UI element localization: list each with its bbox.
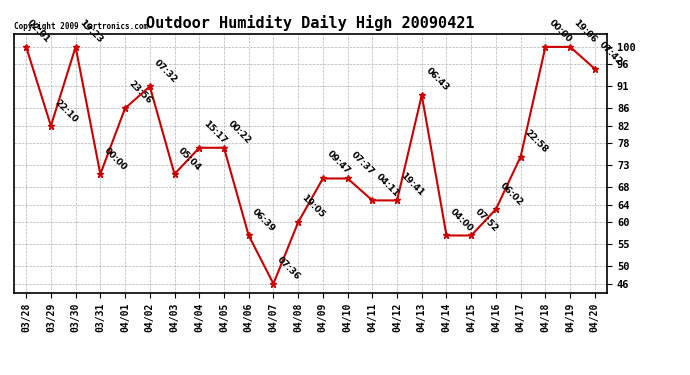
Text: 22:10: 22:10 [53, 98, 79, 124]
Text: 00:00: 00:00 [547, 18, 573, 45]
Text: 00:22: 00:22 [226, 119, 253, 146]
Text: 09:47: 09:47 [325, 150, 352, 176]
Text: 15:17: 15:17 [201, 119, 228, 146]
Text: 19:41: 19:41 [399, 171, 426, 198]
Text: 06:02: 06:02 [498, 180, 524, 207]
Text: 19:23: 19:23 [77, 18, 104, 45]
Text: 19:06: 19:06 [572, 18, 599, 45]
Text: 04:11: 04:11 [374, 172, 401, 198]
Text: 06:39: 06:39 [250, 207, 277, 233]
Text: 23:56: 23:56 [127, 80, 154, 106]
Text: 07:42: 07:42 [597, 40, 624, 67]
Text: 02:01: 02:01 [25, 18, 51, 45]
Text: 19:05: 19:05 [300, 194, 327, 220]
Text: 05:04: 05:04 [177, 146, 203, 173]
Text: 22:58: 22:58 [522, 128, 549, 154]
Text: Copyright 2009 Cartronics.com: Copyright 2009 Cartronics.com [14, 22, 148, 31]
Text: 04:00: 04:00 [448, 207, 475, 233]
Text: 06:43: 06:43 [424, 66, 451, 93]
Text: 00:00: 00:00 [102, 147, 128, 173]
Text: 07:37: 07:37 [350, 150, 376, 176]
Title: Outdoor Humidity Daily High 20090421: Outdoor Humidity Daily High 20090421 [146, 15, 475, 31]
Text: 07:52: 07:52 [473, 207, 500, 233]
Text: 07:32: 07:32 [152, 58, 179, 84]
Text: 07:36: 07:36 [275, 255, 302, 282]
